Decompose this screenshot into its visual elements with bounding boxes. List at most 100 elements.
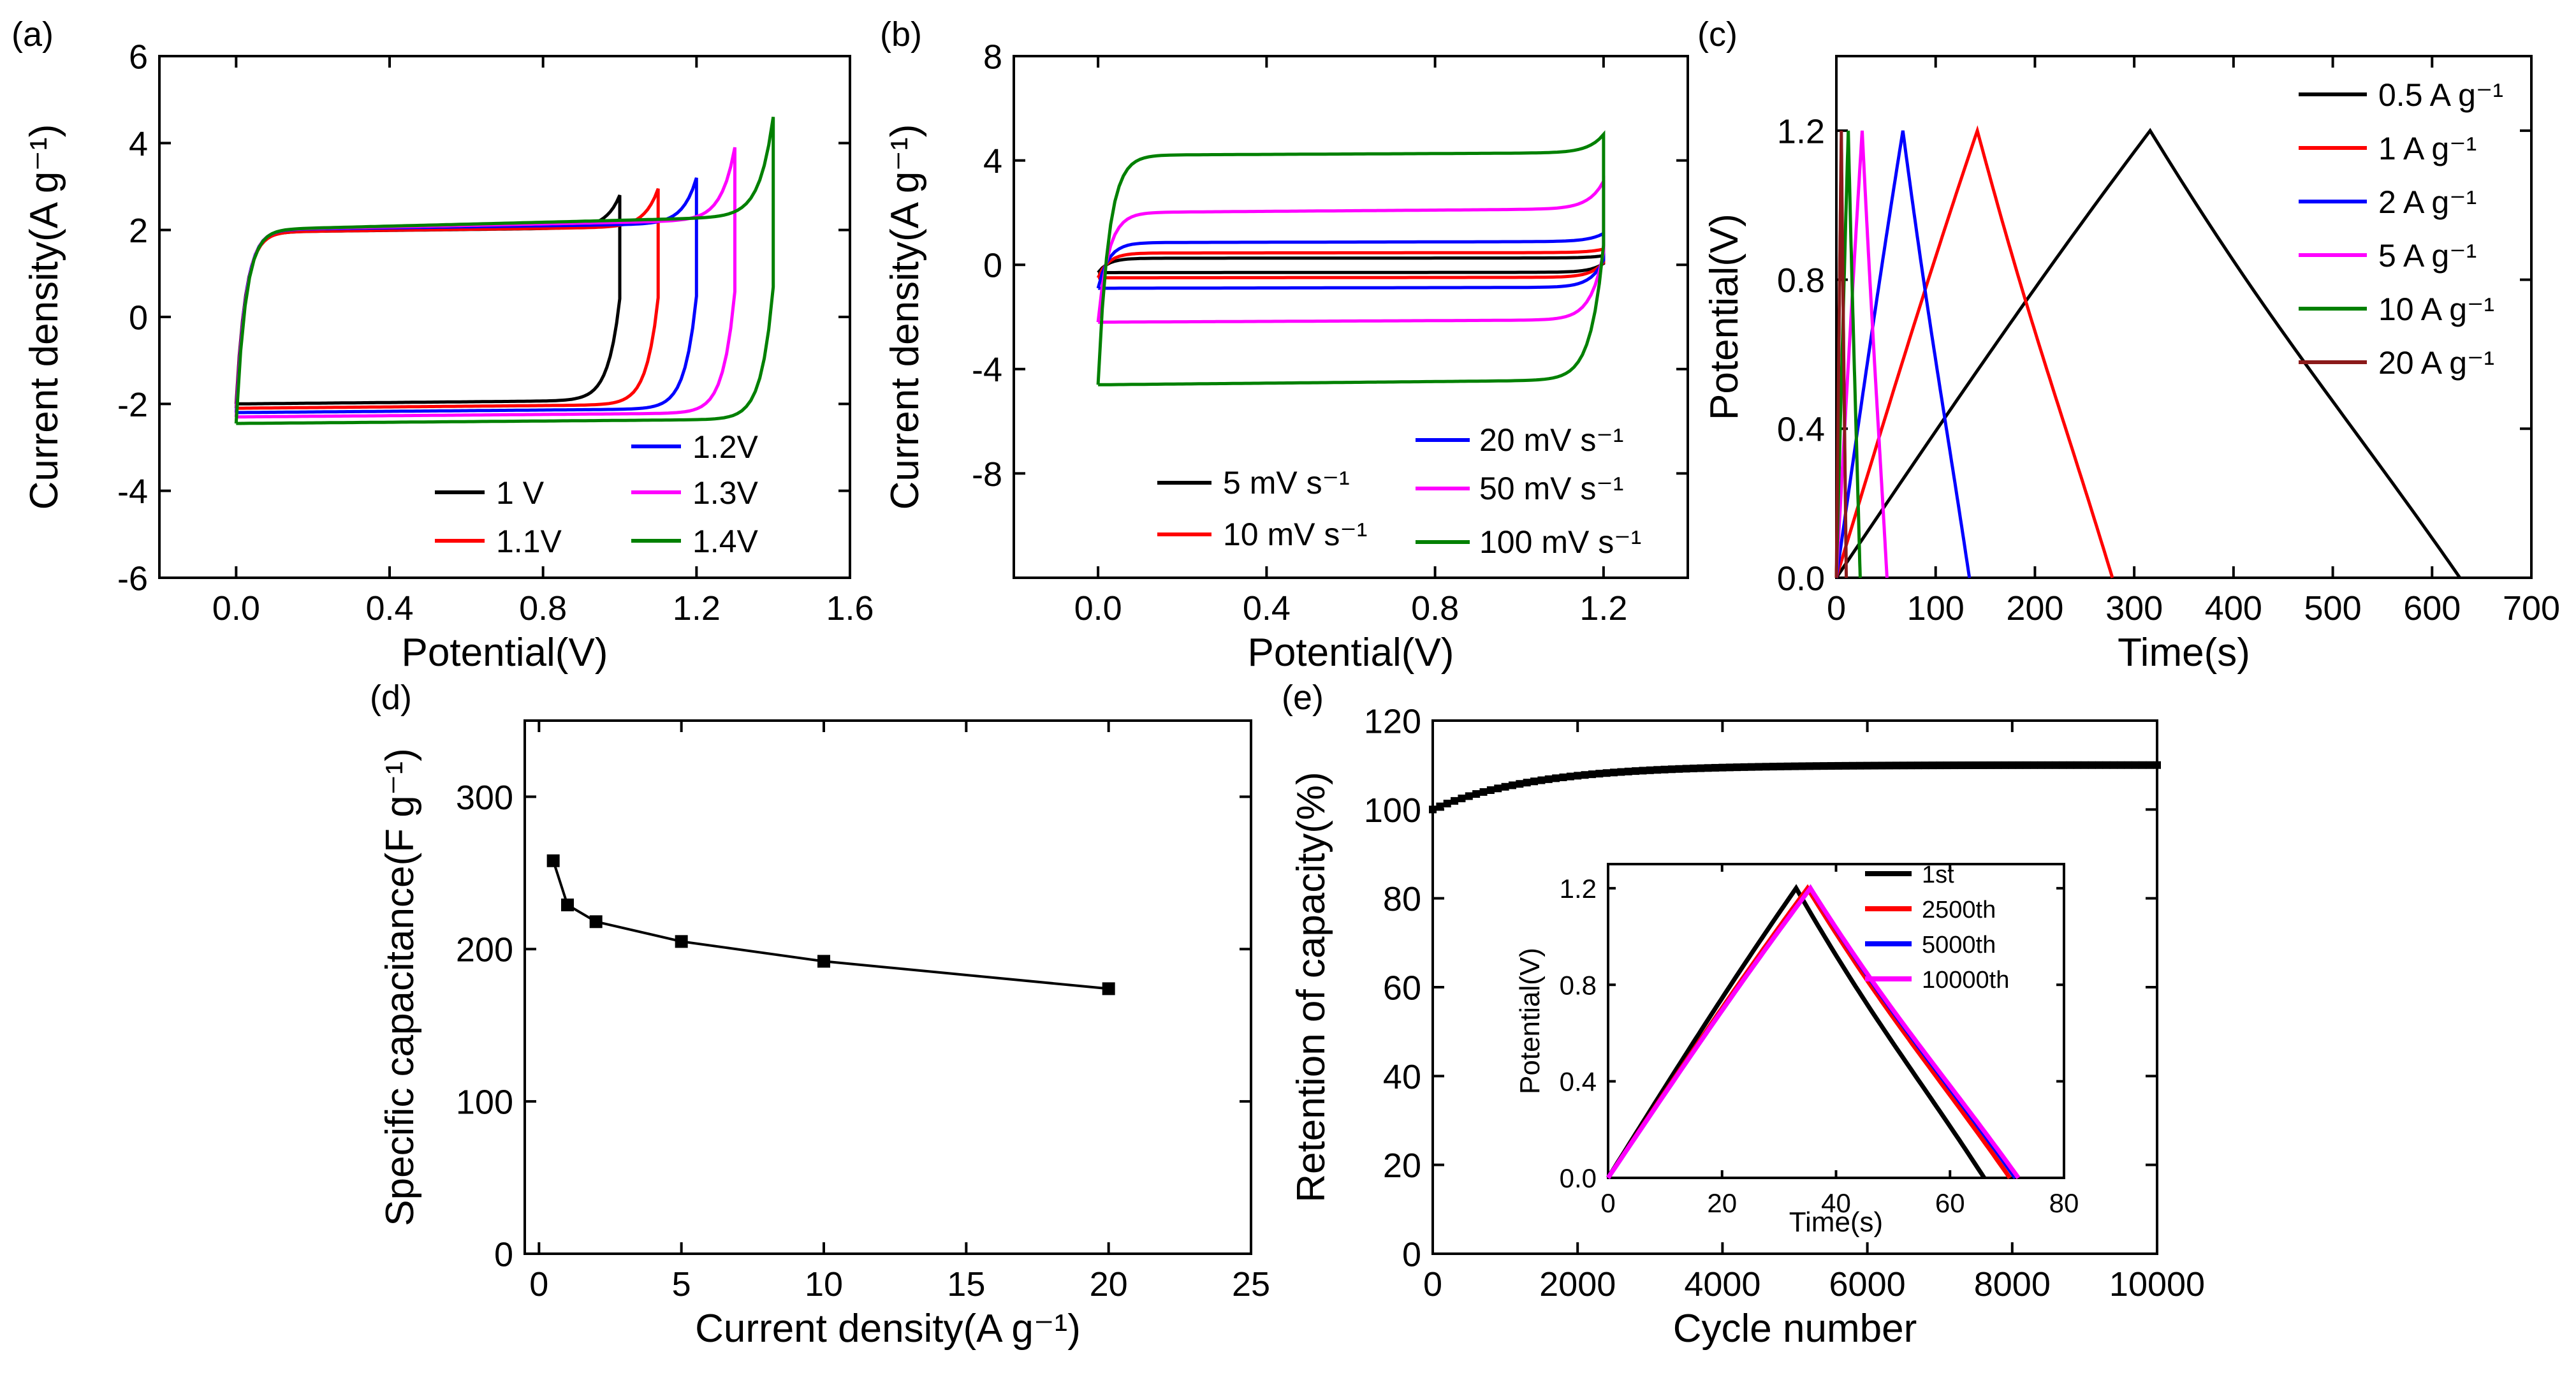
panel-e-point <box>1921 761 1929 770</box>
panel-e-cycling-stability: (e) 0 2000 4000 6000 8000 10000 0 20 40 60 80 100 12… <box>1282 679 2205 1351</box>
panel-e-point <box>2139 761 2147 769</box>
panel-d-point <box>675 935 688 948</box>
panel-e-point <box>1820 762 1828 770</box>
legend-e-label-2500th: 2500th <box>1922 897 1996 923</box>
panel-e-point <box>1936 761 1944 770</box>
panel-e-point <box>1755 763 1763 771</box>
panel-e-inset-xtick-label: 0 <box>1600 1188 1615 1218</box>
panel-c-xtick-label: 300 <box>2105 589 2163 628</box>
panel-e-point <box>1762 763 1770 771</box>
panel-e-inset-plot: 0 20 40 60 80 0.0 0.4 0.8 1.2 Time(s) Potential(V) <box>1514 863 2079 1238</box>
panel-e-xtick-label: 6000 <box>1829 1265 1906 1303</box>
panel-c-xtick-label: 0 <box>1827 589 1846 628</box>
panel-e-point <box>1711 763 1720 772</box>
panel-e-xtick-label: 2000 <box>1539 1265 1616 1303</box>
panel-a-xtick-label: 0.4 <box>365 589 413 628</box>
panel-e-point <box>1841 761 1850 770</box>
panel-e-point <box>2124 761 2132 769</box>
panel-e-point <box>1848 761 1857 770</box>
panel-e-y-axis-title: Retention of capacity(%) <box>1289 772 1333 1202</box>
panel-e-ytick-label: 0 <box>1402 1235 1421 1274</box>
panel-e-point <box>1653 766 1662 774</box>
panel-e-point <box>2146 761 2154 769</box>
panel-e-point <box>1624 767 1632 775</box>
panel-d-point <box>817 955 830 968</box>
panel-e-point <box>1501 782 1509 791</box>
panel-e-point <box>1965 761 1973 770</box>
panel-e-xtick-label: 8000 <box>1974 1265 2051 1303</box>
panel-a-ytick-label: 4 <box>129 125 148 163</box>
panel-a-series-line <box>234 147 736 419</box>
panel-e-ytick-label: 40 <box>1383 1058 1421 1096</box>
panel-e-point <box>1544 775 1553 783</box>
panel-c-xtick-label: 700 <box>2503 589 2560 628</box>
panel-a-legend: 1 V 1.1V 1.2V 1.3V 1.4V <box>435 429 759 559</box>
panel-e-inset-x-axis-title: Time(s) <box>1789 1207 1883 1238</box>
panel-e-point <box>2102 761 2111 769</box>
panel-e-point <box>1863 761 1871 770</box>
panel-b-xtick-label: 0.0 <box>1074 589 1122 628</box>
panel-e-point <box>1660 765 1669 774</box>
legend-e-label-1st: 1st <box>1922 862 1954 888</box>
panel-e-inset-legend: 1st 2500th 5000th 10000th <box>1865 862 2009 994</box>
legend-b-label-50: 50 mV s⁻¹ <box>1479 471 1623 506</box>
panel-c-y-axis-title: Potential(V) <box>1702 214 1746 420</box>
panel-b-series-line <box>1096 130 1606 386</box>
panel-e-point <box>1813 762 1821 770</box>
panel-e-point <box>1667 765 1676 774</box>
panel-b-cv-scan-rates: (b) 0.0 0.4 0.8 1.2 -8 -4 0 4 8 Potential(V) Curre… <box>880 15 1689 675</box>
panel-e-point <box>2095 761 2104 769</box>
panel-b-ytick-label: 0 <box>983 247 1002 285</box>
legend-a-label-1-1v: 1.1V <box>496 524 562 559</box>
panel-e-ytick-label: 20 <box>1383 1147 1421 1185</box>
panel-e-point <box>1429 805 1437 814</box>
panel-e-plot: 0 2000 4000 6000 8000 10000 0 20 40 60 80 100 120 Cyc… <box>1289 702 2205 1351</box>
panel-e-point <box>2074 761 2082 769</box>
panel-e-point <box>1994 761 2002 769</box>
panel-e-point <box>1856 761 1864 770</box>
panel-d-xtick-label: 0 <box>529 1265 548 1303</box>
panel-e-point <box>2023 761 2031 769</box>
panel-e-point <box>1878 761 1886 770</box>
panel-c-ytick-label: 0.0 <box>1777 559 1825 598</box>
panel-e-inset-ytick-label: 0.4 <box>1560 1067 1597 1097</box>
panel-e-point <box>1602 769 1611 777</box>
panel-e-point <box>1899 761 1908 770</box>
panel-e-point <box>1479 788 1488 796</box>
panel-d-plot: 0 5 10 15 20 25 0 100 200 300 Current density(A g⁻… <box>378 719 1270 1351</box>
panel-e-point <box>1928 761 1936 770</box>
panel-e-inset: 0 20 40 60 80 0.0 0.4 0.8 1.2 Time(s) Potential(V)… <box>1514 862 2079 1238</box>
legend-a-label-1-2v: 1.2V <box>692 429 759 465</box>
panel-a-series-line <box>234 117 775 425</box>
panel-b-xtick-label: 1.2 <box>1579 589 1627 628</box>
legend-c-label-20: 20 A g⁻¹ <box>2378 345 2494 381</box>
panel-b-xtick-label: 0.4 <box>1243 589 1291 628</box>
panel-d-xtick-label: 15 <box>947 1265 985 1303</box>
panel-e-ytick-label: 100 <box>1364 791 1421 830</box>
panel-d-xtick-label: 25 <box>1232 1265 1270 1303</box>
panel-d-point <box>589 915 603 929</box>
panel-e-point <box>1783 762 1792 770</box>
panel-c-series-line <box>1834 130 1848 578</box>
panel-d-point <box>546 854 560 867</box>
panel-a-y-axis-title: Current density(A g⁻¹) <box>22 124 66 510</box>
panel-c-ytick-label: 0.8 <box>1777 261 1825 300</box>
panel-a-plot: 0.0 0.4 0.8 1.2 1.6 -6 -4 -2 0 2 4 6 Potential(V) Cur… <box>22 38 874 675</box>
panel-b-series-line <box>1096 231 1606 290</box>
panel-e-point <box>2153 761 2161 769</box>
panel-c-series-line <box>1834 125 2114 578</box>
panel-e-point <box>1581 771 1589 779</box>
panel-e-point <box>1508 781 1516 789</box>
panel-c-series-line <box>1834 130 1862 578</box>
legend-a-label-1-4v: 1.4V <box>692 524 759 559</box>
panel-e-point <box>2051 761 2060 769</box>
panel-e-inset-background <box>1608 864 2064 1178</box>
panel-e-point <box>1776 762 1785 770</box>
panel-a-series-line <box>234 187 660 410</box>
legend-c-label-5: 5 A g⁻¹ <box>2378 238 2477 274</box>
panel-c-xtick-label: 400 <box>2205 589 2262 628</box>
panel-e-point <box>2008 761 2016 769</box>
panel-a-series-line <box>234 177 698 415</box>
panel-c-xtick-label: 100 <box>1907 589 1965 628</box>
panel-e-point <box>1740 763 1748 771</box>
